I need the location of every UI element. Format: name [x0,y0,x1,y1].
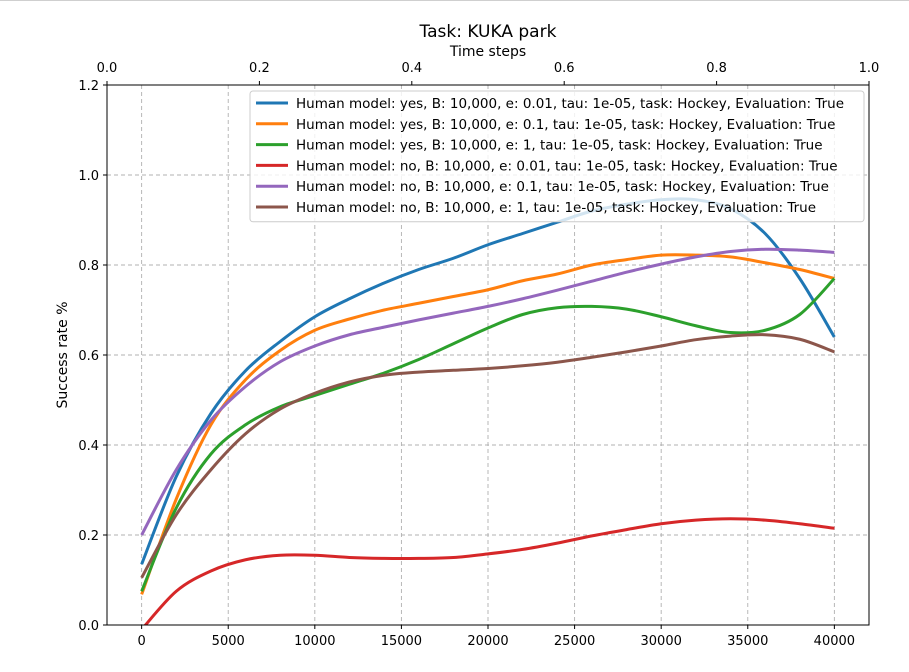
series-line-2 [140,253,835,595]
x-tick-label: 20000 [467,634,508,649]
legend-label: Human model: yes, B: 10,000, e: 0.01, ta… [296,96,844,112]
series-line-5 [140,247,835,536]
x-tick-label: 5000 [212,634,245,649]
y-tick-label: 0.4 [78,439,99,454]
top-tick-label: 0.0 [97,61,118,76]
x-tick-label: 35000 [727,634,768,649]
x-tick-label: 30000 [641,634,682,649]
top-tick-label: 1.0 [859,61,880,76]
y-axis-title: Success rate % [55,302,71,409]
y-tick-label: 1.2 [78,79,99,94]
legend-box [249,90,865,223]
x-axis-ticks: 0 5000 10000 15000 20000 25000 30000 35000 40000 [137,625,855,649]
x-tick-label: 40000 [814,634,855,649]
y-tick-label: 0.2 [78,529,99,544]
y-axis-ticks: 0.0 0.2 0.4 0.6 0.8 1.0 1.2 [78,79,107,634]
legend-label: Human model: yes, B: 10,000, e: 0.1, tau… [296,117,835,133]
x-tick-label: 10000 [294,634,335,649]
top-tick-label: 0.4 [401,61,422,76]
top-tick-label: 0.2 [249,61,270,76]
series-line-3 [140,277,836,592]
legend-label: Human model: no, B: 10,000, e: 0.1, tau:… [296,179,829,195]
y-tick-label: 0.6 [78,349,99,364]
top-tick-label: 0.8 [706,61,727,76]
top-axis-title: Time steps [449,44,526,60]
x-tick-label: 0 [137,634,145,649]
top-tick-label: 0.6 [554,61,575,76]
series-line-6 [140,333,835,579]
legend-label: Human model: yes, B: 10,000, e: 1, tau: … [296,138,823,154]
legend-label: Human model: no, B: 10,000, e: 0.01, tau… [296,158,838,174]
x-tick-label: 15000 [381,634,422,649]
legend: Human model: yes, B: 10,000, e: 0.01, ta… [249,90,865,223]
y-tick-label: 1.0 [78,169,99,184]
top-axis-ticks: 0.0 0.2 0.4 0.6 0.8 1.0 [97,61,880,85]
series-line-4 [143,517,835,625]
y-tick-label: 0.8 [78,259,99,274]
chart-title: Task: KUKA park [419,22,557,42]
legend-label: Human model: no, B: 10,000, e: 1, tau: 1… [296,200,816,216]
y-tick-label: 0.0 [78,619,99,634]
x-tick-label: 25000 [554,634,595,649]
